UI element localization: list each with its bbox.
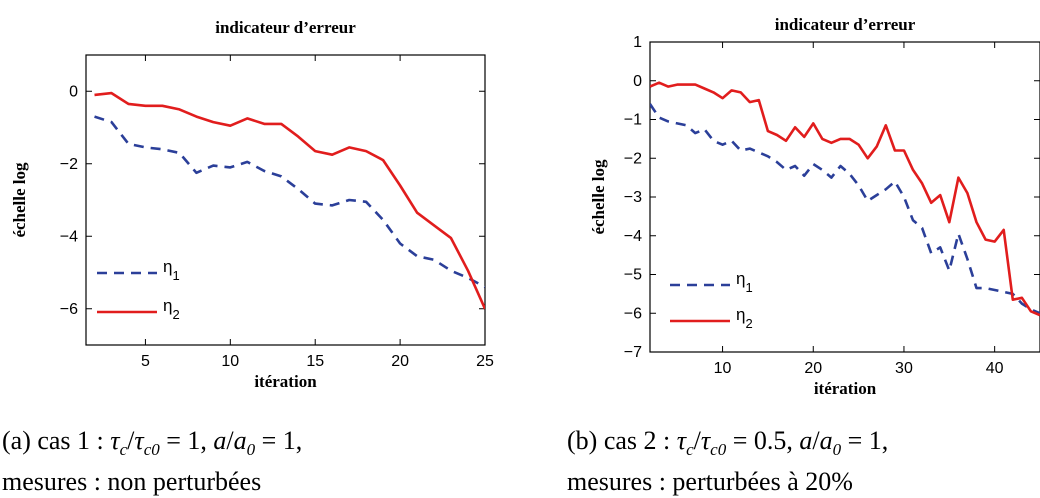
y-tick-label: −7 [624,344,642,361]
chart-title: indicateur d’erreur [775,15,916,34]
y-axis-label: échelle log [589,159,608,235]
y-tick-label: −4 [60,228,78,245]
caption-b: (b) cas 2 : τc/τc0 = 0.5, a/a0 = 1, mesu… [567,425,888,498]
y-tick-label: −1 [624,112,642,129]
plot-frame [85,54,486,346]
legend-label-2: η2 [736,305,753,331]
chart-title: indicateur d’erreur [215,18,356,37]
caption-b-line1: (b) cas 2 : τc/τc0 = 0.5, a/a0 = 1, [567,426,889,460]
y-tick-label: −6 [60,301,78,318]
series-line-1 [94,115,485,289]
x-tick-label: 10 [221,353,239,370]
legend-label-1: η1 [163,257,180,283]
series-line-2 [94,91,485,310]
y-tick-label: −5 [624,267,642,284]
x-tick-label: 15 [306,353,324,370]
caption-a: (a) cas 1 : τc/τc0 = 1, a/a0 = 1, mesure… [2,425,302,498]
series-line-2 [650,81,1040,317]
x-tick-label: 20 [804,360,822,377]
series-line-1 [650,103,1040,315]
y-tick-label: −3 [624,189,642,206]
caption-a-line1: (a) cas 1 : τc/τc0 = 1, a/a0 = 1, [2,426,303,460]
x-axis-label: itération [254,372,317,391]
legend-label-2: η2 [163,296,180,322]
y-tick-label: −2 [624,150,642,167]
x-tick-label: 5 [141,353,150,370]
y-tick-label: −6 [624,305,642,322]
plot-frame [649,41,1040,353]
x-tick-label: 25 [476,353,494,370]
y-tick-label: −4 [624,228,642,245]
caption-a-line2: mesures : non perturbées [2,467,262,497]
y-tick-label: −2 [60,156,78,173]
y-tick-label: 0 [633,73,642,90]
chart-a: indicateur d’erreur 5 10 15 20 25 0 −2 −4 −6 itéra… [10,18,494,391]
y-axis-label: échelle log [10,162,29,238]
x-tick-label: 20 [391,353,409,370]
series-group [650,81,1040,317]
y-tick-label: 0 [69,83,78,100]
caption-b-line2: mesures : perturbées à 20% [567,467,853,497]
x-tick-label: 10 [714,360,732,377]
x-tick-label: 30 [895,360,913,377]
y-tick-label: 1 [633,34,642,51]
x-axis-label: itération [814,379,877,398]
x-tick-label: 40 [986,360,1004,377]
series-group [94,91,485,310]
legend-label-1: η1 [736,269,753,295]
